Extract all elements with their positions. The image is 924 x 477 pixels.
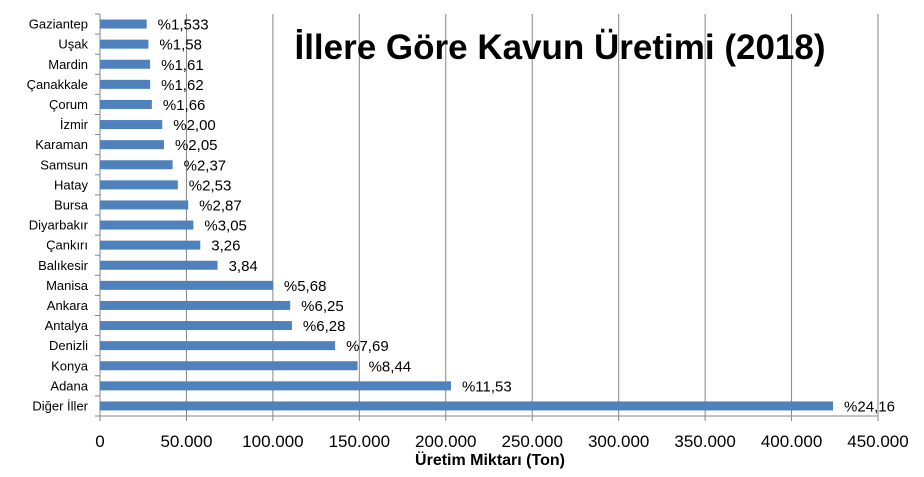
gridlines [185,14,879,416]
x-tick-label: 450.000 [847,432,908,451]
data-label: %11,53 [462,378,512,395]
category-label: Uşak [58,37,88,52]
data-label: %2,00 [173,117,216,134]
category-label: İzmir [60,117,89,132]
category-label: Çanakkale [27,77,88,92]
bar [100,300,291,310]
data-label: %2,37 [184,157,227,174]
category-label: Konya [51,358,89,373]
chart-title: İllere Göre Kavun Üretimi (2018) [294,28,826,67]
bar [100,140,164,150]
category-labels: Gaziantep Uşak Mardin Çanakkale Çorum İzmir Ka… [27,17,89,414]
x-tick-label: 300.000 [588,432,649,451]
x-tick-label: 250.000 [501,432,562,451]
data-label: %5,68 [284,278,327,295]
x-tick-label: 400.000 [761,432,822,451]
category-label: Adana [50,378,88,393]
category-label: Samsun [40,157,88,172]
x-tick-labels: 0 50.000 100.000 150.000 200.000 250.000 300.0… [95,432,908,451]
bar [100,321,292,331]
bar [100,99,152,109]
data-label: %24,16 [844,398,895,415]
bar [100,120,163,130]
bar [100,361,358,371]
category-label: Ankara [47,298,89,313]
bar [100,160,173,170]
category-label: Mardin [48,57,88,72]
data-label: %2,53 [189,177,232,194]
bars [100,19,834,411]
data-label: %1,66 [163,97,206,114]
bar [100,19,147,29]
data-label: %1,62 [161,77,204,94]
data-label: %1,61 [161,57,204,74]
category-label: Diyarbakır [29,218,89,233]
category-label: Denizli [49,338,88,353]
category-label: Gaziantep [29,17,88,32]
bar [100,381,451,391]
x-tick-label: 100.000 [242,432,303,451]
bar [100,39,149,49]
bar [100,180,178,190]
data-label: %3,05 [204,218,247,235]
bar [100,260,218,270]
data-label: 3,26 [211,238,240,255]
x-tick-label: 50.000 [160,432,212,451]
category-label: Diğer İller [32,398,88,413]
bar [100,280,273,290]
x-tick-label: 0 [95,432,104,451]
category-label: Antalya [45,318,89,333]
data-label: %6,28 [303,318,346,335]
data-label: %6,25 [301,298,344,315]
x-axis-label: Üretim Miktarı (Ton) [415,452,565,469]
category-label: Çorum [49,97,88,112]
x-tick-label: 200.000 [415,432,476,451]
bar [100,240,201,250]
category-label: Bursa [54,197,89,212]
data-label: %2,05 [175,137,218,154]
bar [100,401,834,411]
category-label: Balıkesir [38,258,89,273]
axes [95,13,879,421]
bar [100,341,336,351]
bar [100,59,151,69]
category-label: Çankırı [46,238,88,253]
data-label: %7,69 [346,338,389,355]
bar [100,79,151,89]
data-label: %8,44 [369,358,412,375]
category-label: Manisa [46,278,89,293]
data-label: %1,58 [159,37,202,54]
category-label: Hatay [54,177,88,192]
data-label: %2,87 [199,197,242,214]
x-tick-label: 350.000 [674,432,735,451]
bar [100,200,189,210]
data-label: %1,533 [158,17,209,34]
data-label: 3,84 [229,258,258,275]
data-labels: %1,533 %1,58 %1,61 %1,62 %1,66 %2,00 %2,05 %2,3… [158,17,895,416]
category-label: Karaman [35,137,88,152]
x-tick-label: 150.000 [329,432,390,451]
bar [100,220,194,230]
